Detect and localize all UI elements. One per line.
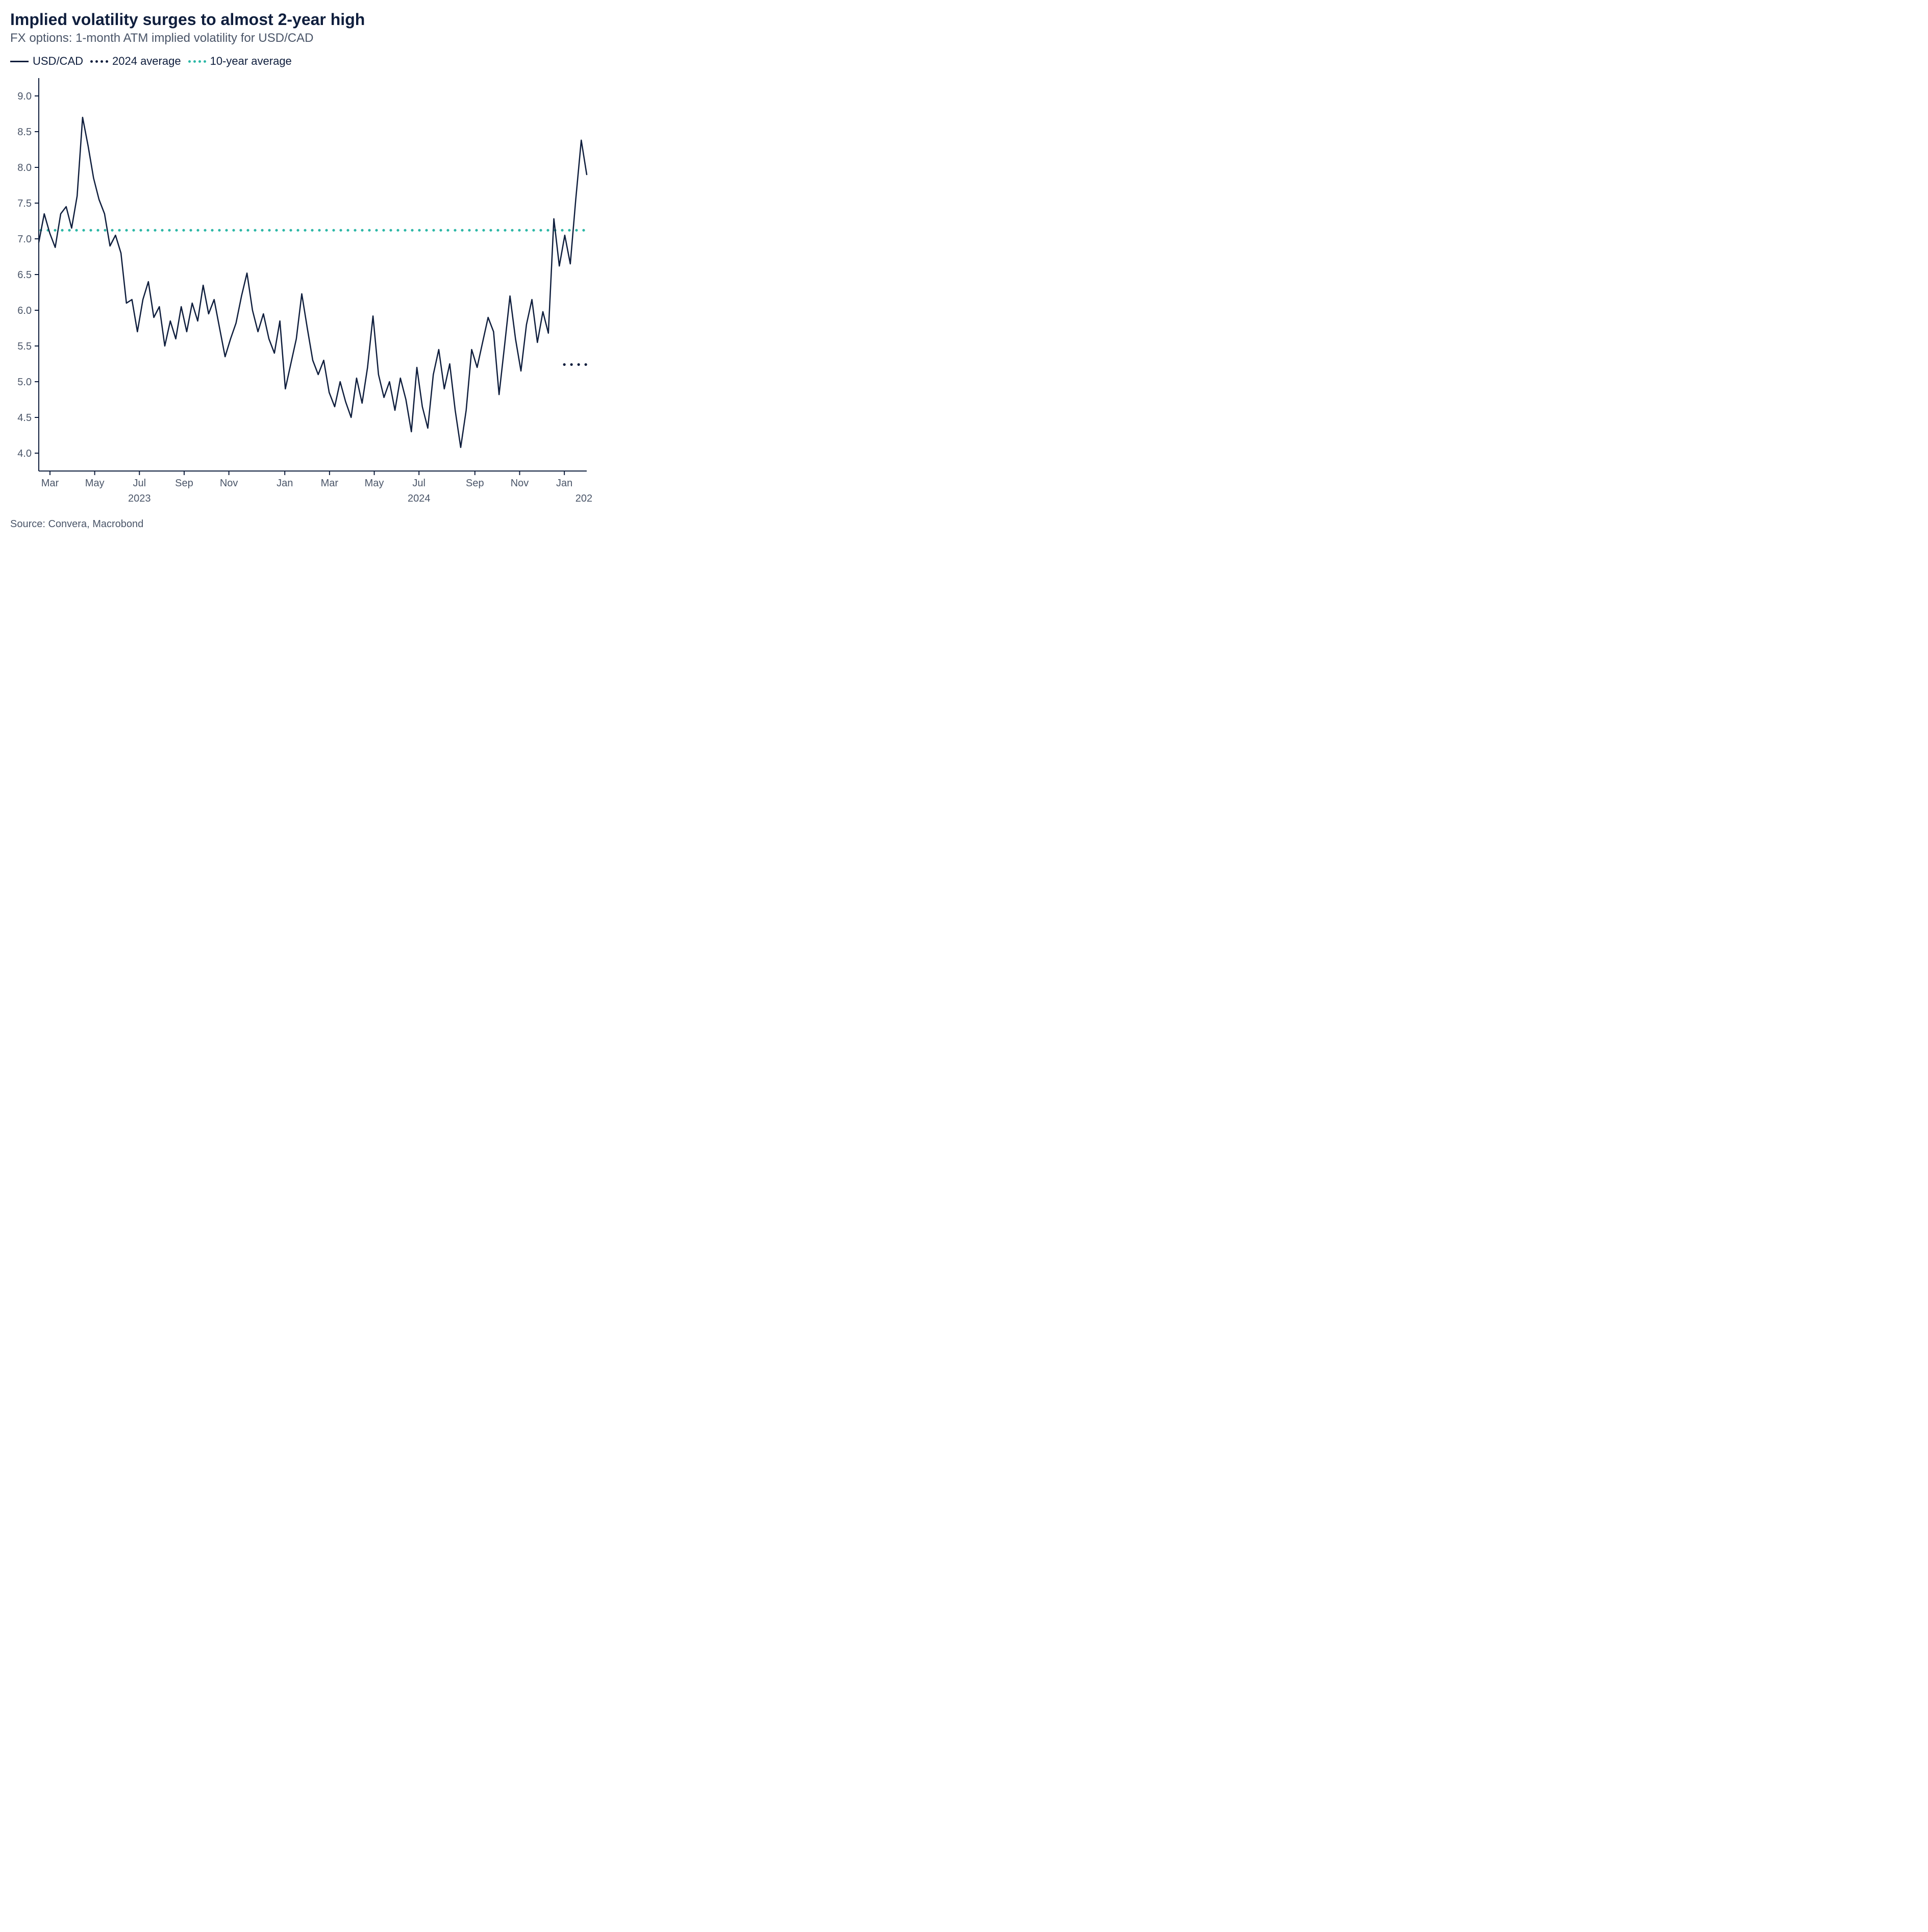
source-line: Source: Convera, Macrobond xyxy=(10,518,617,530)
chart-container: Implied volatility surges to almost 2-ye… xyxy=(0,0,633,540)
svg-text:8.5: 8.5 xyxy=(17,127,32,138)
legend-swatch-line xyxy=(10,61,29,62)
svg-text:May: May xyxy=(85,478,105,489)
svg-text:Jul: Jul xyxy=(412,478,425,489)
svg-text:4.0: 4.0 xyxy=(17,448,32,459)
svg-text:2023: 2023 xyxy=(128,493,151,504)
svg-text:Jul: Jul xyxy=(133,478,146,489)
svg-text:2024: 2024 xyxy=(408,493,431,504)
svg-text:7.0: 7.0 xyxy=(17,234,32,245)
chart-svg: 4.0 4.5 5.0 5.5 6.0 6.5 7.0 7.5 8.0 8.5 9.0 Mar May J… xyxy=(10,73,592,512)
legend-item-avg2024: 2024 average xyxy=(90,55,181,68)
svg-text:7.5: 7.5 xyxy=(17,198,32,209)
svg-text:6.0: 6.0 xyxy=(17,305,32,316)
plot-area: 4.0 4.5 5.0 5.5 6.0 6.5 7.0 7.5 8.0 8.5 9.0 Mar May J… xyxy=(10,73,617,514)
legend-swatch-dots-dark xyxy=(90,60,108,63)
svg-text:Jan: Jan xyxy=(556,478,572,489)
svg-text:5.5: 5.5 xyxy=(17,341,32,352)
svg-text:5.0: 5.0 xyxy=(17,377,32,388)
svg-text:6.5: 6.5 xyxy=(17,269,32,281)
legend-label-avg2024: 2024 average xyxy=(112,55,181,68)
svg-text:Sep: Sep xyxy=(466,478,484,489)
svg-text:Nov: Nov xyxy=(220,478,238,489)
legend-item-avg10y: 10-year average xyxy=(188,55,292,68)
legend-item-series: USD/CAD xyxy=(10,55,83,68)
svg-text:4.5: 4.5 xyxy=(17,412,32,424)
svg-text:8.0: 8.0 xyxy=(17,162,32,174)
legend-label-series: USD/CAD xyxy=(33,55,83,68)
chart-title: Implied volatility surges to almost 2-ye… xyxy=(10,10,617,29)
legend-swatch-dots-teal xyxy=(188,60,206,63)
legend-label-avg10y: 10-year average xyxy=(210,55,292,68)
svg-text:2025: 2025 xyxy=(575,493,592,504)
svg-text:9.0: 9.0 xyxy=(17,91,32,102)
svg-text:Sep: Sep xyxy=(175,478,193,489)
svg-text:Nov: Nov xyxy=(511,478,529,489)
svg-text:Mar: Mar xyxy=(41,478,59,489)
svg-text:Mar: Mar xyxy=(321,478,339,489)
svg-text:May: May xyxy=(365,478,384,489)
chart-subtitle: FX options: 1-month ATM implied volatili… xyxy=(10,31,617,45)
legend: USD/CAD 2024 average 10-year average xyxy=(10,55,617,68)
svg-text:Jan: Jan xyxy=(277,478,293,489)
